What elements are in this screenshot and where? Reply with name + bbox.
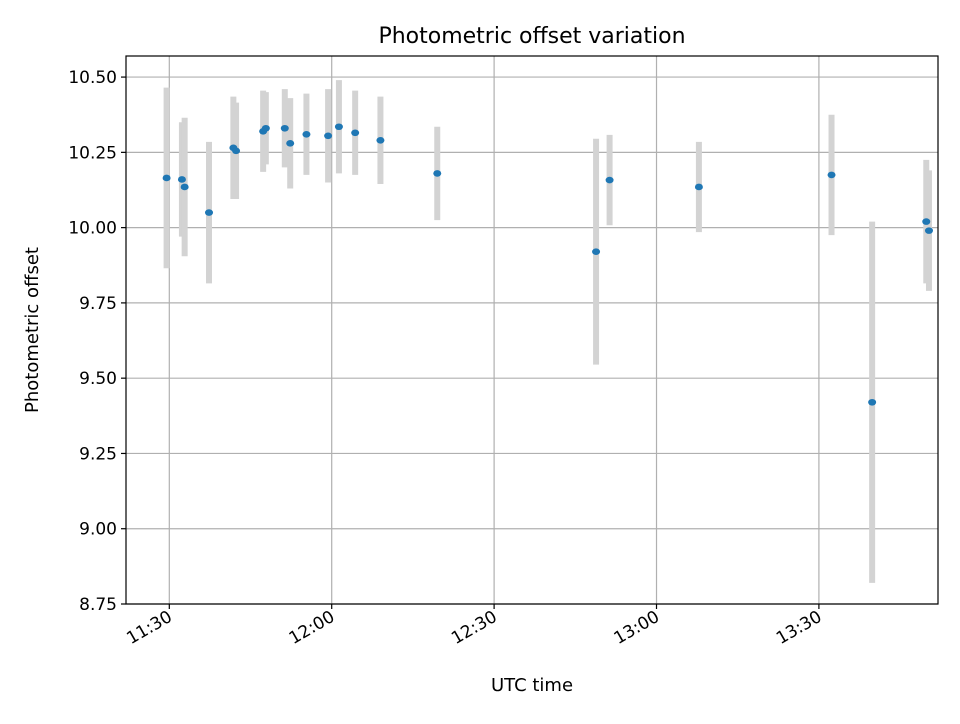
data-point xyxy=(280,124,289,132)
data-point xyxy=(232,147,241,155)
data-point xyxy=(162,174,171,182)
y-tick-label: 10.50 xyxy=(68,68,117,88)
plot-frame xyxy=(125,55,939,605)
data-point xyxy=(592,248,601,256)
data-point xyxy=(180,183,189,191)
data-point xyxy=(324,132,333,140)
data-point xyxy=(605,176,614,184)
chart-title: Photometric offset variation xyxy=(378,24,685,49)
data-point xyxy=(868,398,877,406)
y-tick-label: 9.00 xyxy=(79,520,117,540)
data-point xyxy=(351,129,360,137)
y-axis-ticks: 8.75 9.00 9.25 9.50 9.75 10.00 10.25 10.50 xyxy=(68,68,126,615)
data-point xyxy=(286,140,295,147)
data-point xyxy=(827,171,836,179)
data-point xyxy=(177,176,186,183)
data-point xyxy=(694,183,703,191)
y-tick-label: 8.75 xyxy=(79,595,117,615)
data-point xyxy=(433,170,442,177)
y-tick-label: 9.75 xyxy=(79,294,117,314)
plot-area xyxy=(126,56,938,604)
y-tick-label: 9.50 xyxy=(79,369,117,389)
data-point xyxy=(261,124,270,132)
y-tick-label: 9.25 xyxy=(79,444,117,464)
x-axis-title: UTC time xyxy=(491,675,573,696)
data-points xyxy=(162,123,933,406)
data-point xyxy=(924,227,933,234)
data-point xyxy=(205,209,214,216)
data-point xyxy=(334,123,343,131)
y-tick-label: 10.00 xyxy=(68,219,117,239)
y-axis-title: Photometric offset xyxy=(22,247,43,413)
data-point xyxy=(302,130,311,138)
y-tick-label: 10.25 xyxy=(68,143,117,163)
data-point xyxy=(922,218,931,225)
data-point xyxy=(376,137,385,144)
